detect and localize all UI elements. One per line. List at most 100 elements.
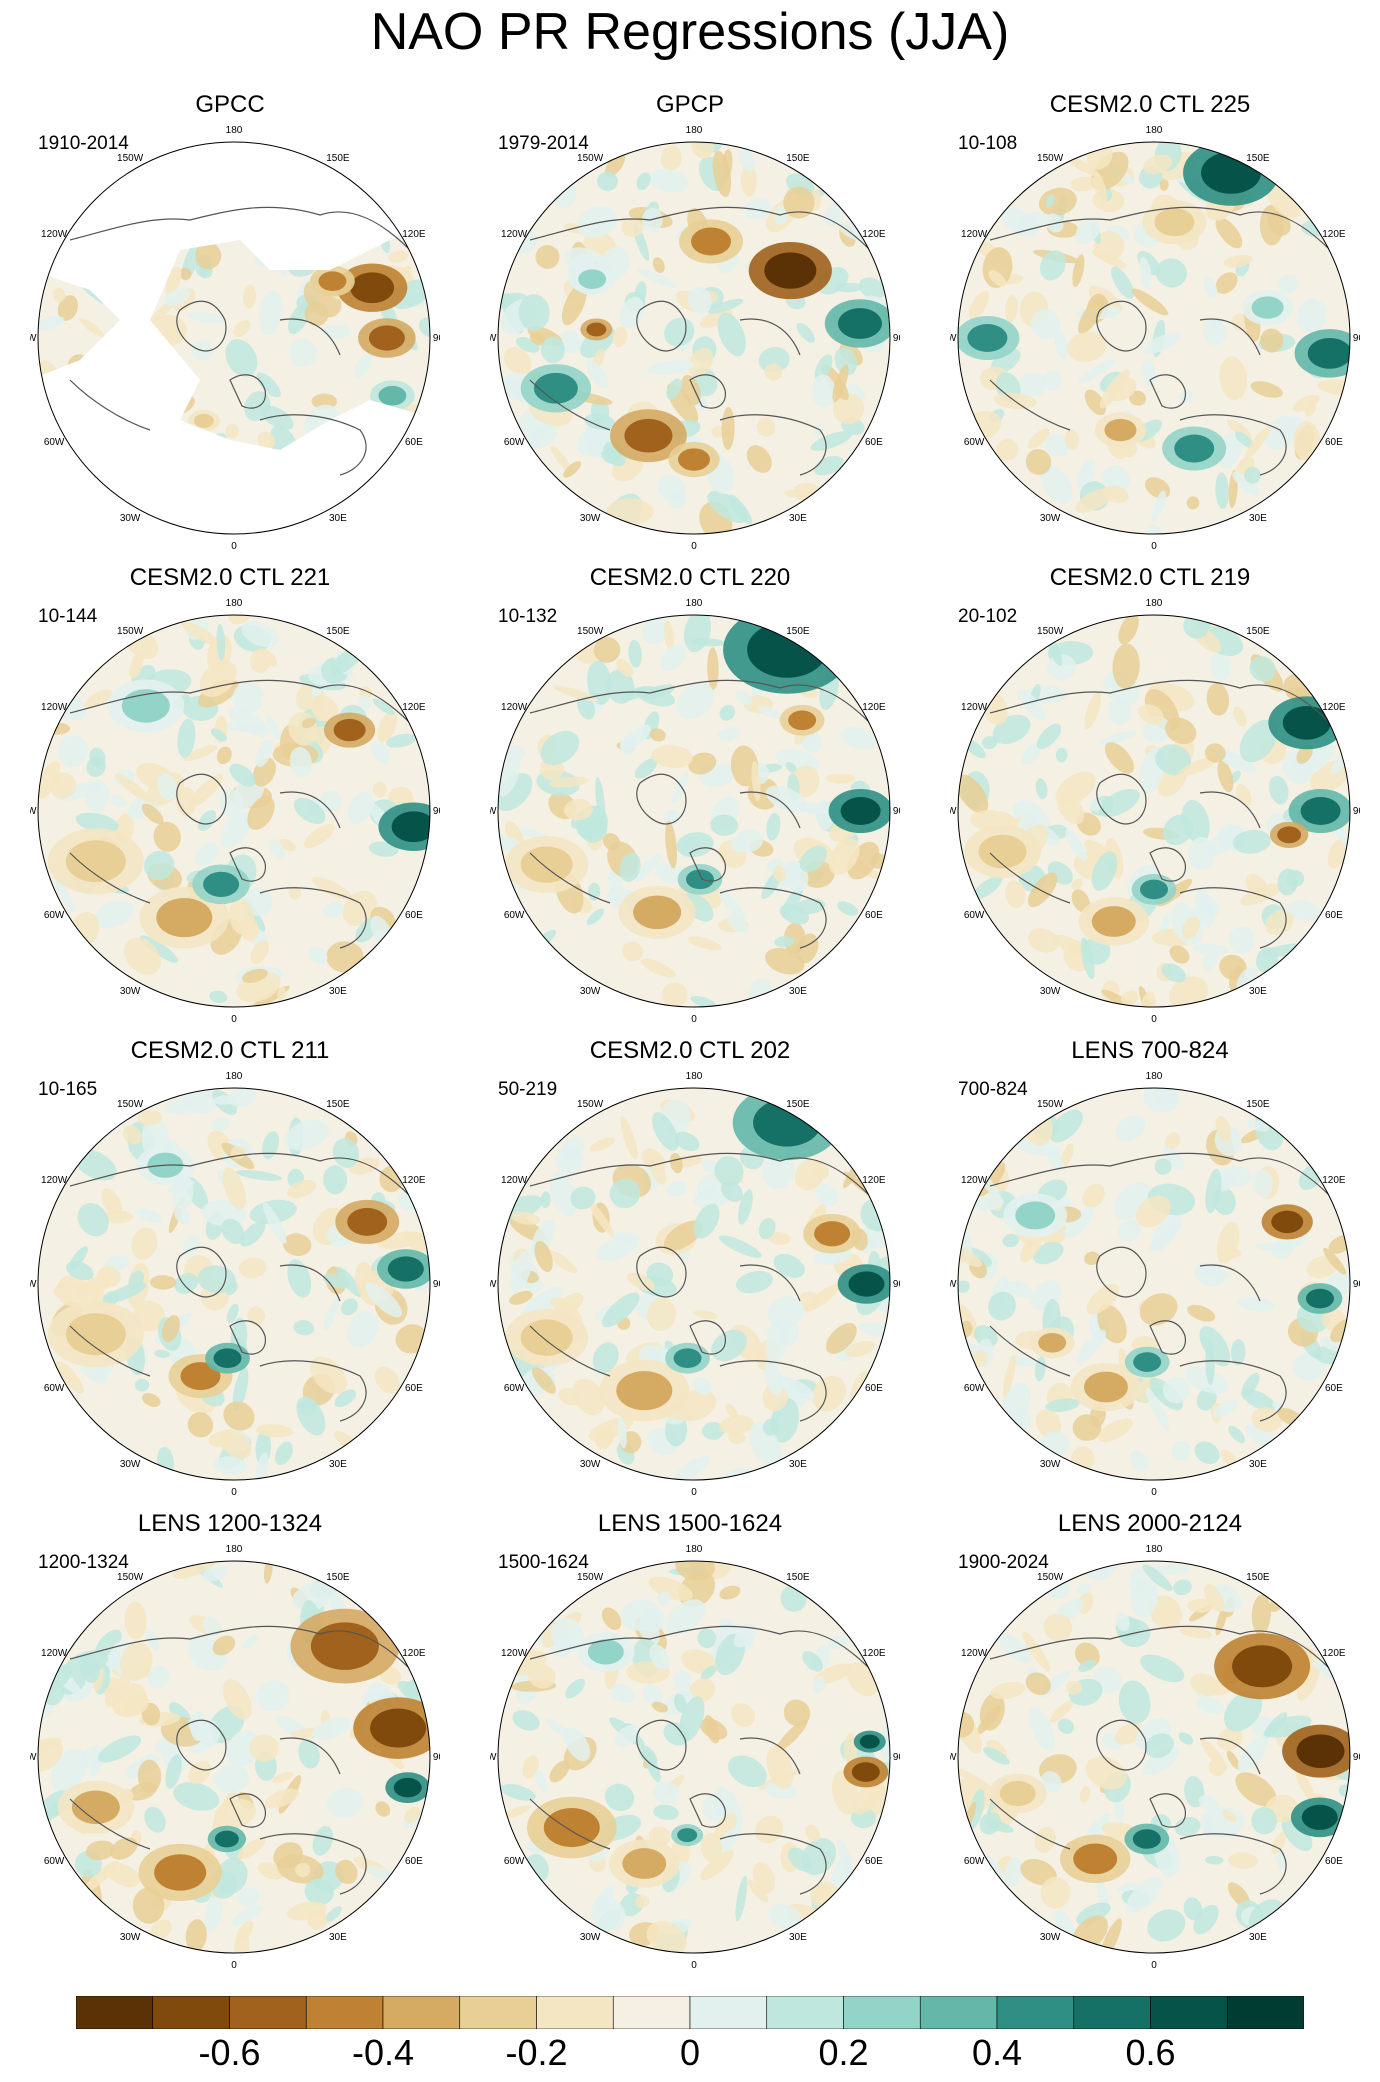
anomaly-speckle xyxy=(757,417,776,437)
anomaly-speckle xyxy=(642,617,671,644)
anomaly-speckle xyxy=(287,1259,312,1298)
longitude-label: 30E xyxy=(329,513,347,524)
coastline xyxy=(1199,791,1261,829)
anomaly-speckle xyxy=(106,1862,141,1888)
coastline xyxy=(259,1360,367,1422)
map-border xyxy=(957,1087,1351,1481)
anomaly-speckle xyxy=(214,1456,247,1475)
anomaly-core xyxy=(154,1854,207,1891)
coastline xyxy=(739,791,801,829)
anomaly-speckle xyxy=(327,1787,363,1818)
longitude-label: 150W xyxy=(117,1572,144,1583)
anomaly-speckle xyxy=(765,947,805,975)
anomaly-core xyxy=(71,1790,120,1825)
anomaly-speckle xyxy=(1192,943,1229,955)
anomaly-speckle xyxy=(256,1680,290,1712)
anomaly-speckle xyxy=(1055,747,1068,763)
anomaly-speckle xyxy=(1228,1425,1246,1444)
anomaly-speckle xyxy=(295,1862,311,1878)
anomaly-speckle xyxy=(719,1585,741,1600)
coastline xyxy=(279,1264,341,1302)
longitude-label: 120W xyxy=(501,229,528,240)
anomaly-speckle xyxy=(143,850,175,881)
anomaly-speckle xyxy=(858,1322,890,1339)
longitude-label: 0 xyxy=(691,1487,697,1498)
anomaly-speckle xyxy=(667,1181,688,1197)
anomaly-speckle xyxy=(1215,1116,1232,1142)
colorbar-swatch xyxy=(305,1996,384,2029)
anomaly-speckle xyxy=(164,1100,194,1115)
longitude-label: 120E xyxy=(862,229,886,240)
colorbar-swatch xyxy=(1226,1996,1304,2029)
longitude-label: 120E xyxy=(402,229,426,240)
longitude-label: 150E xyxy=(1246,153,1270,164)
longitude-label: 120E xyxy=(402,1648,426,1659)
anomaly-speckle xyxy=(1118,1219,1141,1242)
anomaly-speckle xyxy=(707,647,719,690)
anomaly-speckle xyxy=(85,1840,115,1861)
colorbar-swatch xyxy=(996,1996,1075,2029)
anomaly-speckle xyxy=(660,644,687,672)
anomaly-speckle xyxy=(1145,1387,1170,1431)
anomaly-speckle xyxy=(1162,1376,1190,1404)
anomaly-core xyxy=(1251,296,1284,319)
anomaly-core xyxy=(848,1271,885,1297)
coastline xyxy=(719,887,827,949)
anomaly-speckle xyxy=(825,773,856,784)
anomaly-speckle xyxy=(601,1607,622,1630)
anomaly-speckle xyxy=(988,269,1007,287)
longitude-label: 180 xyxy=(1146,1071,1163,1082)
longitude-label: 30W xyxy=(580,1932,601,1943)
anomaly-core xyxy=(859,1734,880,1749)
anomaly-speckle xyxy=(1020,1233,1043,1263)
anomaly-speckle xyxy=(1269,775,1289,805)
anomaly-speckle xyxy=(845,1340,875,1358)
coastline xyxy=(529,1152,871,1197)
anomaly-core xyxy=(840,797,881,825)
longitude-label: 0 xyxy=(231,1487,237,1498)
anomaly-speckle xyxy=(1341,1276,1350,1287)
anomaly-core xyxy=(1300,797,1341,825)
coastline xyxy=(279,1737,341,1775)
anomaly-speckle xyxy=(718,889,745,920)
map-panel: CESM2.0 CTL 202 180 150E 120E 90E 60E 30E 0 30W 6… xyxy=(460,946,920,1498)
coastline xyxy=(1179,414,1287,476)
coastline xyxy=(279,318,341,356)
panel-title: LENS 2000-2124 xyxy=(1057,1510,1243,1537)
anomaly-speckle xyxy=(323,324,351,339)
anomaly-speckle xyxy=(1179,389,1193,404)
anomaly-speckle xyxy=(404,1806,421,1823)
anomaly-speckle xyxy=(273,1842,303,1869)
anomaly-speckle xyxy=(1108,698,1132,725)
longitude-label: 150W xyxy=(577,153,604,164)
anomaly-speckle xyxy=(796,322,815,343)
coastline xyxy=(1096,773,1147,825)
longitude-label: 90E xyxy=(433,333,440,344)
coastline xyxy=(229,847,267,882)
anomaly-speckle xyxy=(796,933,819,964)
anomaly-speckle xyxy=(540,730,580,766)
anomaly-speckle xyxy=(1245,1424,1277,1448)
anomaly-speckle xyxy=(228,899,255,935)
anomaly-speckle xyxy=(335,1859,358,1884)
anomaly-speckle xyxy=(1213,1399,1239,1419)
anomaly-speckle xyxy=(336,1266,363,1298)
coastline xyxy=(529,1325,611,1377)
anomaly-speckle xyxy=(577,206,618,238)
longitude-label: 90W xyxy=(490,1752,497,1763)
anomaly-speckle xyxy=(110,1837,138,1860)
anomaly-speckle xyxy=(255,739,273,768)
anomaly-speckle xyxy=(238,1257,267,1279)
longitude-label: 90E xyxy=(1353,1279,1360,1290)
coastline xyxy=(719,414,827,476)
coastline xyxy=(689,374,727,409)
anomaly-speckle xyxy=(832,364,849,403)
anomaly-speckle xyxy=(101,1188,122,1216)
longitude-label: 150E xyxy=(786,626,810,637)
anomaly-speckle xyxy=(226,1303,239,1324)
anomaly-speckle xyxy=(1252,1169,1273,1198)
anomaly-speckle xyxy=(1305,401,1316,417)
anomaly-speckle xyxy=(1075,219,1101,244)
anomaly-speckle xyxy=(213,1764,249,1793)
anomaly-speckle xyxy=(197,810,217,831)
